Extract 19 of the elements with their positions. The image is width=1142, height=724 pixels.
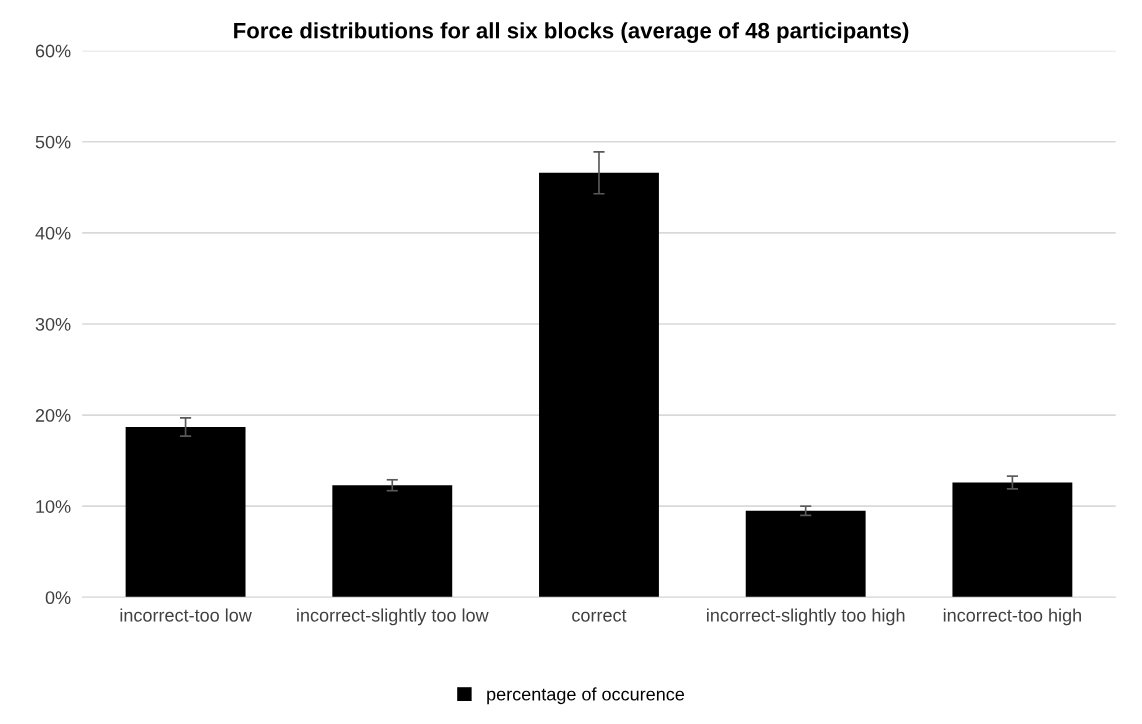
x-tick-label: incorrect-too high (943, 608, 1081, 626)
bar (745, 510, 866, 598)
x-tick-label: incorrect-too low (120, 608, 252, 622)
legend-label: percentage of occurence (487, 687, 685, 705)
y-tick-label: 60% (35, 44, 71, 58)
y-tick-label: 0% (45, 591, 71, 605)
y-tick-label: 10% (36, 500, 71, 513)
y-tick-label: 20% (35, 409, 71, 422)
y-tick-label: 50% (35, 135, 71, 149)
chart-title: Force distributions for all six blocks (average of 48 participants) (234, 22, 909, 43)
bar (539, 172, 659, 598)
bar (125, 426, 246, 598)
bar (952, 482, 1073, 598)
y-tick-label: 30% (35, 317, 71, 331)
x-tick-label: correct (572, 609, 627, 622)
bar (332, 485, 453, 598)
x-tick-label: incorrect-slightly too low (297, 608, 489, 626)
y-tick-label: 40% (35, 226, 71, 240)
x-tick-label: incorrect-slightly too high (707, 608, 905, 626)
